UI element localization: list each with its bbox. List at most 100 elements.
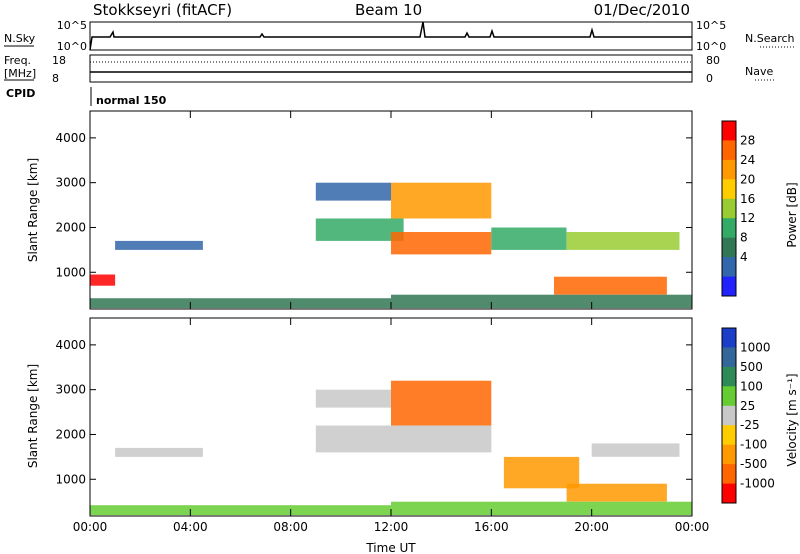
power-region-6	[391, 182, 492, 219]
power-colorbar-tick-label: 4	[740, 250, 748, 264]
velocity-colorbar: 1000 500 100 25 -25 -100 -500 -1000	[721, 327, 775, 504]
xtick-label: 16:00	[474, 520, 509, 534]
nsky-trace	[89, 21, 692, 51]
power-yticks: 1000 2000 3000 4000	[55, 131, 692, 279]
power-panel: 1000 2000 3000 4000 Slant Range [km] 28 24 20…	[26, 110, 799, 310]
power-data-layer	[90, 182, 692, 309]
power-region-4	[315, 218, 404, 241]
velocity-region-7	[591, 443, 680, 457]
velocity-region-5	[503, 456, 580, 489]
velocity-colorbar-tick-label: -25	[740, 418, 760, 432]
nsearch-tick-top: 10^5	[696, 19, 726, 32]
cpid-mode: normal 150	[96, 94, 167, 107]
power-colorbar-frame	[721, 120, 737, 297]
velocity-colorbar-swatch	[722, 347, 736, 368]
power-colorbar-swatch	[722, 276, 736, 297]
velocity-colorbar-swatch	[722, 386, 736, 407]
power-xticks	[89, 111, 693, 309]
velocity-ytick-label: 1000	[55, 472, 86, 486]
power-region-2	[90, 298, 391, 309]
cpid-label: CPID	[6, 87, 35, 100]
velocity-region-0	[115, 447, 203, 457]
xtick-label: 04:00	[173, 520, 208, 534]
velocity-region-1	[90, 505, 391, 516]
beam-label: Beam 10	[355, 1, 422, 19]
freq-panel-frame	[89, 54, 693, 83]
velocity-colorbar-tick-label: -1000	[740, 477, 775, 491]
nave-tick-top: 80	[706, 54, 720, 67]
power-colorbar-swatch	[722, 140, 736, 161]
velocity-colorbar-swatch	[722, 444, 736, 465]
nsky-label: N.Sky	[4, 32, 36, 45]
power-ytick-label: 3000	[55, 176, 86, 190]
xtick-label: 20:00	[574, 520, 609, 534]
power-region-1	[115, 240, 203, 250]
power-colorbar-label: Power [dB]	[785, 182, 799, 247]
power-colorbar-tick-label: 12	[740, 211, 755, 225]
power-colorbar-tick-label: 24	[740, 153, 755, 167]
velocity-region-8	[391, 501, 692, 516]
velocity-data-layer	[90, 380, 692, 516]
xtick-label: 08:00	[273, 520, 308, 534]
power-colorbar-tick-label: 8	[740, 231, 748, 245]
velocity-region-3	[315, 425, 492, 453]
velocity-colorbar-swatch	[722, 483, 736, 504]
power-colorbar-tick-label: 28	[740, 133, 755, 147]
power-region-0	[90, 274, 116, 286]
xtick-label: 00:00	[675, 520, 710, 534]
velocity-ytick-label: 3000	[55, 383, 86, 397]
nsearch-label: N.Search	[745, 32, 795, 45]
nave-tick-bottom: 0	[706, 72, 713, 85]
power-colorbar-swatch	[722, 237, 736, 258]
power-colorbar-swatch	[722, 121, 736, 141]
power-ytick-label: 1000	[55, 265, 86, 279]
power-ylabel: Slant Range [km]	[26, 158, 40, 262]
power-colorbar-swatch	[722, 257, 736, 277]
velocity-colorbar-tick-label: 100	[740, 379, 763, 393]
velocity-colorbar-tick-label: -500	[740, 457, 767, 471]
velocity-panel: 1000 2000 3000 4000 00:00 04:00 08:00 12:00 16:…	[26, 317, 799, 534]
x-axis-title: Time UT	[365, 541, 416, 554]
nave-label: Nave	[745, 65, 773, 78]
velocity-colorbar-swatch	[722, 464, 736, 484]
velocity-colorbar-swatch	[722, 425, 736, 446]
velocity-region-2	[315, 389, 392, 408]
freq-tick-top: 18	[52, 54, 66, 67]
power-region-3	[315, 182, 392, 201]
power-ytick-label: 2000	[55, 220, 86, 234]
velocity-region-4	[391, 380, 492, 426]
power-colorbar-swatch	[722, 198, 736, 219]
velocity-ytick-label: 4000	[55, 338, 86, 352]
velocity-colorbar-label: Velocity [m s⁻¹]	[785, 373, 799, 466]
velocity-colorbar-tick-label: 1000	[740, 340, 771, 354]
velocity-region-6	[566, 483, 667, 502]
nsky-panel-frame	[89, 21, 693, 51]
power-region-5	[391, 232, 492, 255]
power-colorbar-swatch	[722, 179, 736, 200]
xtick-label: 12:00	[374, 520, 409, 534]
velocity-ytick-label: 2000	[55, 427, 86, 441]
power-colorbar: 28 24 20 16 12 8 4	[721, 120, 755, 297]
velocity-colorbar-tick-label: -100	[740, 438, 767, 452]
power-colorbar-tick-label: 20	[740, 172, 755, 186]
velocity-colorbar-swatch	[722, 405, 736, 426]
power-region-9	[566, 232, 680, 250]
velocity-colorbar-swatch	[722, 366, 736, 387]
velocity-ylabel: Slant Range [km]	[26, 364, 40, 468]
velocity-xticks: 00:00 04:00 08:00 12:00 16:00 20:00 00:00	[73, 318, 710, 534]
freq-tick-bottom: 8	[52, 72, 59, 85]
power-region-10	[391, 294, 692, 309]
power-region-7	[491, 227, 567, 250]
nsky-tick-bottom: 10^0	[57, 40, 87, 53]
freq-label-line2: [MHz]	[4, 67, 36, 80]
power-ytick-label: 4000	[55, 131, 86, 145]
xtick-label: 00:00	[73, 520, 108, 534]
date-label: 01/Dec/2010	[594, 1, 690, 19]
velocity-colorbar-swatch	[722, 328, 736, 348]
figure-title: Stokkseyri (fitACF)	[93, 1, 232, 19]
nsky-tick-top: 10^5	[57, 19, 87, 32]
velocity-yticks: 1000 2000 3000 4000	[55, 338, 692, 486]
velocity-colorbar-frame	[721, 327, 737, 504]
freq-label-line1: Freq.	[4, 54, 31, 67]
